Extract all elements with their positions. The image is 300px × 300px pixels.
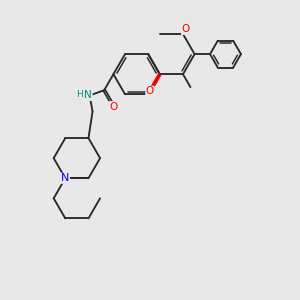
Text: N: N xyxy=(84,91,92,100)
Text: H: H xyxy=(76,90,83,99)
Text: O: O xyxy=(182,24,190,34)
Text: O: O xyxy=(109,102,117,112)
Text: N: N xyxy=(61,173,70,183)
Text: O: O xyxy=(146,86,154,96)
